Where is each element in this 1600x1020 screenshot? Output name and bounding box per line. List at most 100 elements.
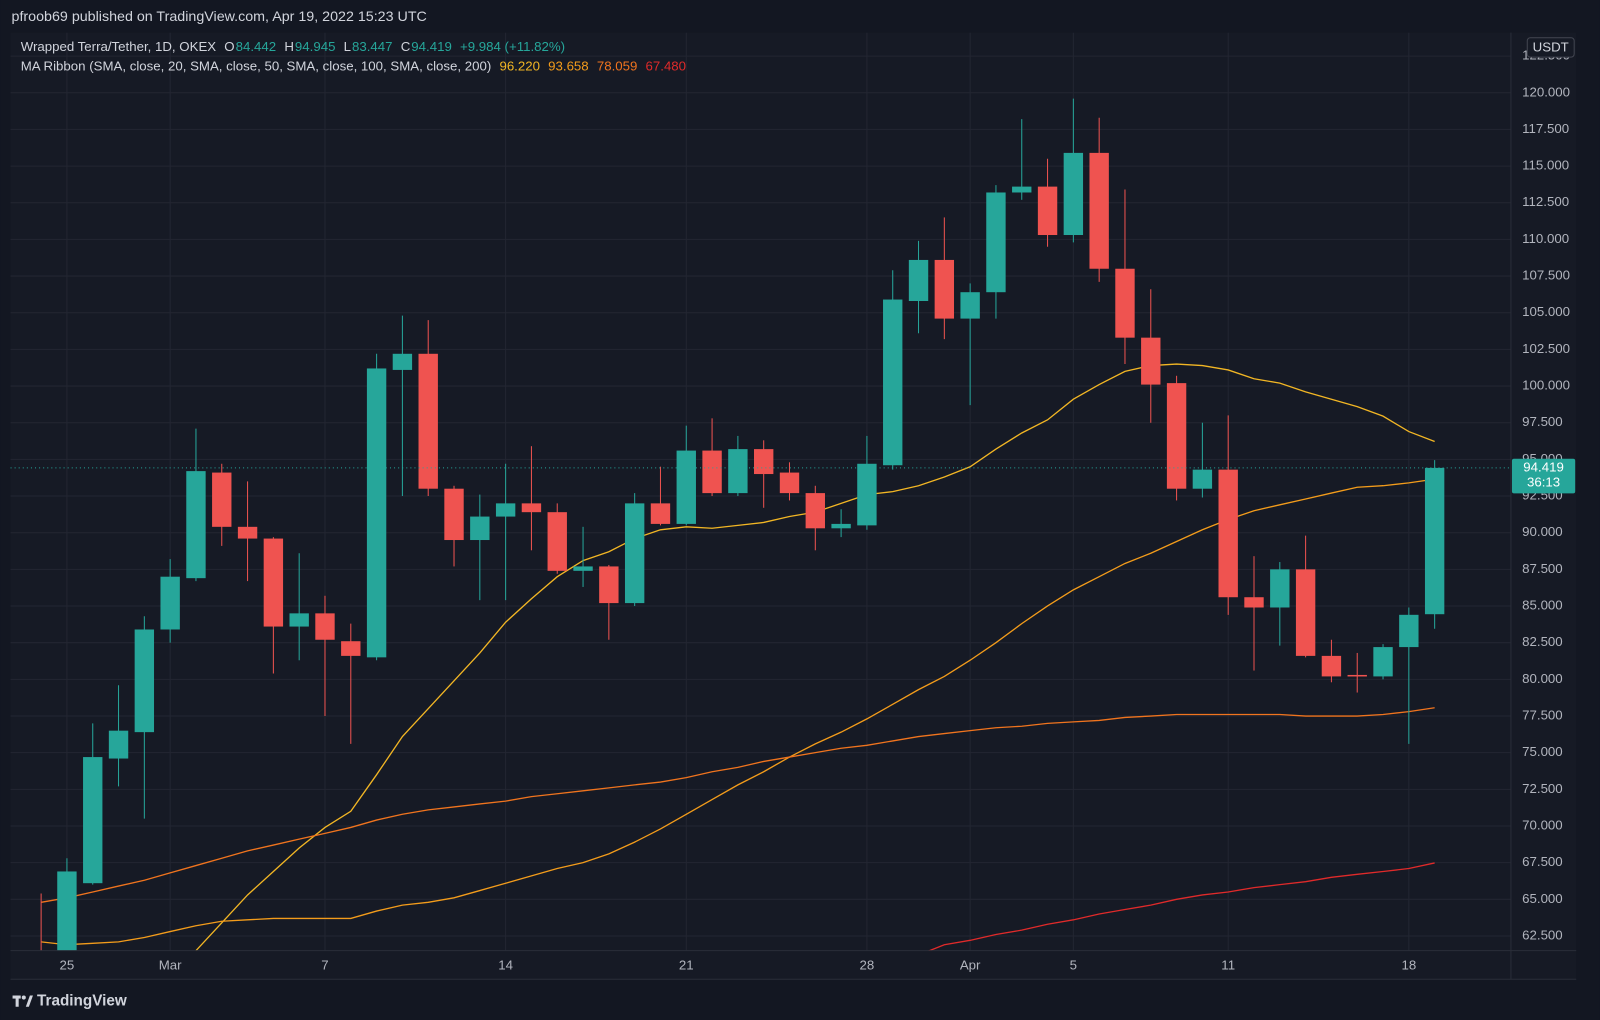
y-tick-label: 110.000 — [1522, 231, 1569, 246]
candle-body — [57, 871, 77, 951]
candle-body — [1270, 569, 1290, 608]
candle-body — [1373, 647, 1393, 677]
candle-body — [599, 566, 619, 604]
candle-body — [1115, 268, 1135, 338]
candle-body — [470, 516, 490, 541]
y-tick-label: 117.500 — [1522, 121, 1569, 136]
candle-body — [831, 523, 851, 529]
y-tick-label: 67.500 — [1522, 854, 1563, 869]
ohlc-value: 94.419 — [411, 38, 452, 53]
ohlc-letter: L — [344, 38, 351, 53]
currency-box — [1526, 37, 1575, 58]
legend-line: Wrapped Terra/Tether, 1D, OKEX O84.442 H94… — [21, 38, 565, 53]
indicator-value: 78.059 — [597, 58, 638, 73]
x-tick-label: 25 — [60, 957, 75, 972]
candle-body — [1141, 337, 1161, 385]
candle-body — [702, 450, 722, 494]
y-tick-label: 107.500 — [1522, 268, 1570, 283]
candle-body — [1399, 614, 1419, 648]
countdown: 36:13 — [1527, 475, 1560, 490]
candle-body — [1295, 569, 1316, 656]
brand: TradingView — [37, 993, 127, 1010]
candle-body — [263, 538, 284, 627]
y-tick-label: 62.500 — [1522, 927, 1563, 942]
ohlc-value: 84.442 — [236, 38, 277, 53]
candle-body — [444, 488, 464, 541]
y-tick-label: 97.500 — [1522, 414, 1563, 429]
x-tick-label: Apr — [960, 957, 981, 972]
candle-body — [521, 503, 542, 513]
candle-body — [624, 503, 645, 604]
plot-background — [10, 32, 1577, 980]
candle-body — [1063, 152, 1084, 236]
candle-body — [908, 259, 929, 302]
candle-body — [315, 613, 335, 640]
y-tick-label: 75.000 — [1522, 744, 1563, 759]
candle-body — [1244, 597, 1264, 608]
candle-body — [1037, 186, 1058, 236]
candle-body — [573, 566, 593, 571]
symbol: Wrapped Terra/Tether, 1D, OKEX — [21, 38, 217, 53]
ma-line — [41, 478, 1435, 946]
y-tick-label: 100.000 — [1522, 378, 1570, 393]
candle-body — [1166, 383, 1187, 489]
currency: USDT — [1533, 39, 1569, 54]
candle-body — [883, 299, 903, 466]
x-tick-label: 5 — [1070, 957, 1077, 972]
ohlc-letter: O — [224, 38, 234, 53]
candle-body — [1347, 674, 1367, 677]
candle-body — [753, 449, 774, 475]
y-tick-label: 102.500 — [1522, 341, 1570, 356]
candle-body — [1192, 469, 1213, 489]
y-tick-label: 77.500 — [1522, 708, 1563, 723]
candle-body — [1424, 467, 1445, 615]
indicator-value: 93.658 — [548, 58, 589, 73]
candle-body — [289, 613, 309, 627]
candle-body — [857, 463, 877, 526]
candle-body — [547, 512, 567, 571]
candle-body — [1089, 152, 1109, 269]
x-tick-label: 11 — [1221, 957, 1235, 972]
candle-body — [805, 493, 825, 529]
candle-body — [160, 576, 180, 630]
legend-line: MA Ribbon (SMA, close, 20, SMA, close, 5… — [21, 58, 686, 73]
y-tick-label: 87.500 — [1522, 561, 1563, 576]
candle-body — [495, 503, 516, 517]
candle-body — [392, 353, 413, 370]
ohlc-value: 94.945 — [295, 38, 336, 53]
candle-body — [341, 641, 361, 656]
x-tick-label: 7 — [321, 957, 328, 972]
ohlc-value: 83.447 — [352, 38, 393, 53]
y-tick-label: 82.500 — [1522, 634, 1563, 649]
candle-body — [650, 503, 671, 524]
candle-body — [366, 368, 387, 658]
candle-body — [237, 526, 258, 539]
x-tick-label: 18 — [1401, 957, 1416, 972]
candle-body — [728, 449, 748, 494]
candle-body — [83, 757, 103, 884]
y-tick-label: 90.000 — [1522, 524, 1563, 539]
published-note: pfroob69 published on TradingView.com, A… — [12, 9, 427, 25]
y-tick-label: 112.500 — [1522, 194, 1569, 209]
brand-logo — [12, 995, 33, 1007]
indicator-value: 67.480 — [646, 58, 687, 73]
plot-area — [10, 32, 1511, 951]
candle-body — [1012, 186, 1032, 193]
candle-body — [212, 472, 232, 527]
y-tick-label: 70.000 — [1522, 817, 1563, 832]
price-label-box — [1511, 458, 1576, 494]
candle-body — [1218, 469, 1238, 598]
candle-body — [134, 629, 155, 733]
y-tick-label: 115.000 — [1522, 158, 1569, 173]
candle-body — [986, 192, 1006, 293]
ma-line — [41, 707, 1435, 903]
x-tick-label: 28 — [860, 957, 875, 972]
candle-body — [186, 471, 206, 579]
candle-body — [676, 450, 696, 524]
x-tick-label: 21 — [679, 957, 694, 972]
price-label: 94.419 — [1523, 459, 1564, 474]
ohlc-letter: H — [284, 38, 294, 53]
x-tick-label: 14 — [498, 957, 513, 972]
candle-body — [418, 353, 438, 489]
